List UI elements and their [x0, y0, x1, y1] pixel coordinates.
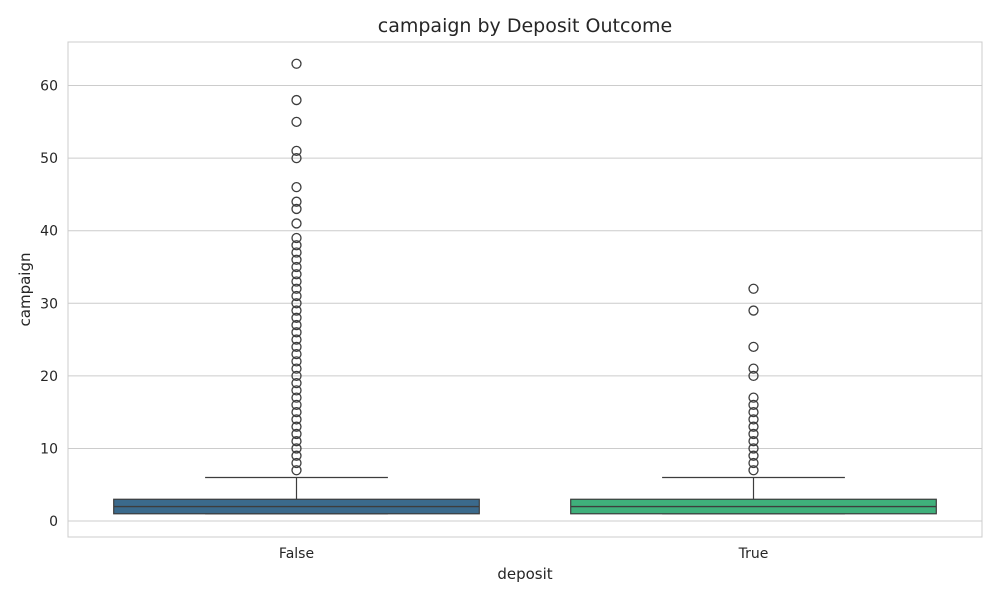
outlier-point	[291, 269, 302, 280]
y-tick-label: 50	[40, 151, 58, 167]
outlier-point	[291, 341, 302, 352]
outlier-point	[748, 465, 759, 476]
y-tick-label: 30	[40, 296, 58, 312]
outlier-point	[291, 457, 302, 469]
outlier-point	[291, 421, 302, 432]
grid-lines	[68, 85, 982, 522]
outlier-point	[291, 203, 302, 215]
outlier-point	[291, 385, 302, 396]
outlier-point	[291, 443, 302, 454]
outlier-point	[291, 254, 302, 265]
outlier-point	[291, 327, 302, 338]
outlier-point	[291, 116, 302, 127]
outlier-point	[291, 428, 302, 440]
outlier-point	[291, 392, 302, 403]
y-tick-label: 0	[49, 514, 58, 530]
x-axis-title: deposit	[497, 565, 552, 583]
outlier-point	[291, 218, 302, 229]
outlier-point	[291, 240, 302, 251]
outlier-point	[291, 465, 302, 476]
box-group	[113, 58, 480, 515]
outlier-point	[291, 356, 302, 367]
y-tick-label: 60	[40, 79, 58, 95]
outlier-point	[748, 370, 759, 382]
outlier-point	[291, 276, 302, 287]
outlier-point	[291, 58, 302, 69]
x-tick-label: True	[738, 546, 769, 562]
outlier-point	[748, 428, 759, 440]
x-tick-labels: False True	[279, 546, 768, 562]
outlier-point	[291, 414, 302, 425]
box-group	[570, 283, 937, 515]
outlier-point	[291, 377, 302, 389]
outlier-point	[291, 363, 302, 374]
outlier-point	[291, 312, 302, 323]
outlier-point	[748, 305, 759, 316]
outlier-point	[748, 443, 759, 454]
outlier-point	[291, 399, 302, 411]
outlier-point	[291, 450, 302, 461]
outlier-point	[291, 298, 302, 309]
outlier-point	[291, 152, 302, 164]
y-tick-label: 10	[40, 441, 58, 457]
y-axis-title: campaign	[16, 253, 34, 327]
outlier-point	[291, 196, 302, 207]
y-tick-label: 40	[40, 224, 58, 240]
outlier-point	[291, 232, 302, 244]
outlier-point	[291, 407, 302, 418]
outlier-point	[748, 363, 759, 374]
outlier-point	[748, 399, 759, 411]
outlier-point	[291, 94, 302, 106]
plot-area	[67, 41, 983, 538]
outlier-point	[748, 436, 759, 447]
outlier-point	[291, 182, 302, 193]
outlier-point	[748, 414, 759, 425]
outlier-point	[291, 436, 302, 447]
outlier-point	[748, 341, 759, 352]
y-tick-labels: 0 10 20 30 40 50 60	[40, 79, 58, 530]
outlier-point	[748, 283, 759, 294]
chart-title: campaign by Deposit Outcome	[378, 15, 672, 37]
outlier-point	[291, 145, 302, 157]
outlier-point	[291, 305, 302, 316]
y-tick-label: 20	[40, 369, 58, 385]
outlier-point	[748, 421, 759, 432]
x-tick-label: False	[279, 546, 314, 562]
outlier-point	[291, 290, 302, 302]
outlier-point	[291, 319, 302, 331]
outlier-point	[291, 370, 302, 382]
outlier-point	[291, 348, 302, 360]
box-layer	[113, 58, 937, 515]
outlier-point	[291, 334, 302, 345]
outlier-point	[291, 247, 302, 258]
outlier-point	[748, 457, 759, 469]
outlier-point	[291, 283, 302, 294]
outlier-point	[748, 392, 759, 403]
outlier-point	[748, 450, 759, 461]
outlier-point	[291, 261, 302, 273]
outlier-point	[748, 407, 759, 418]
